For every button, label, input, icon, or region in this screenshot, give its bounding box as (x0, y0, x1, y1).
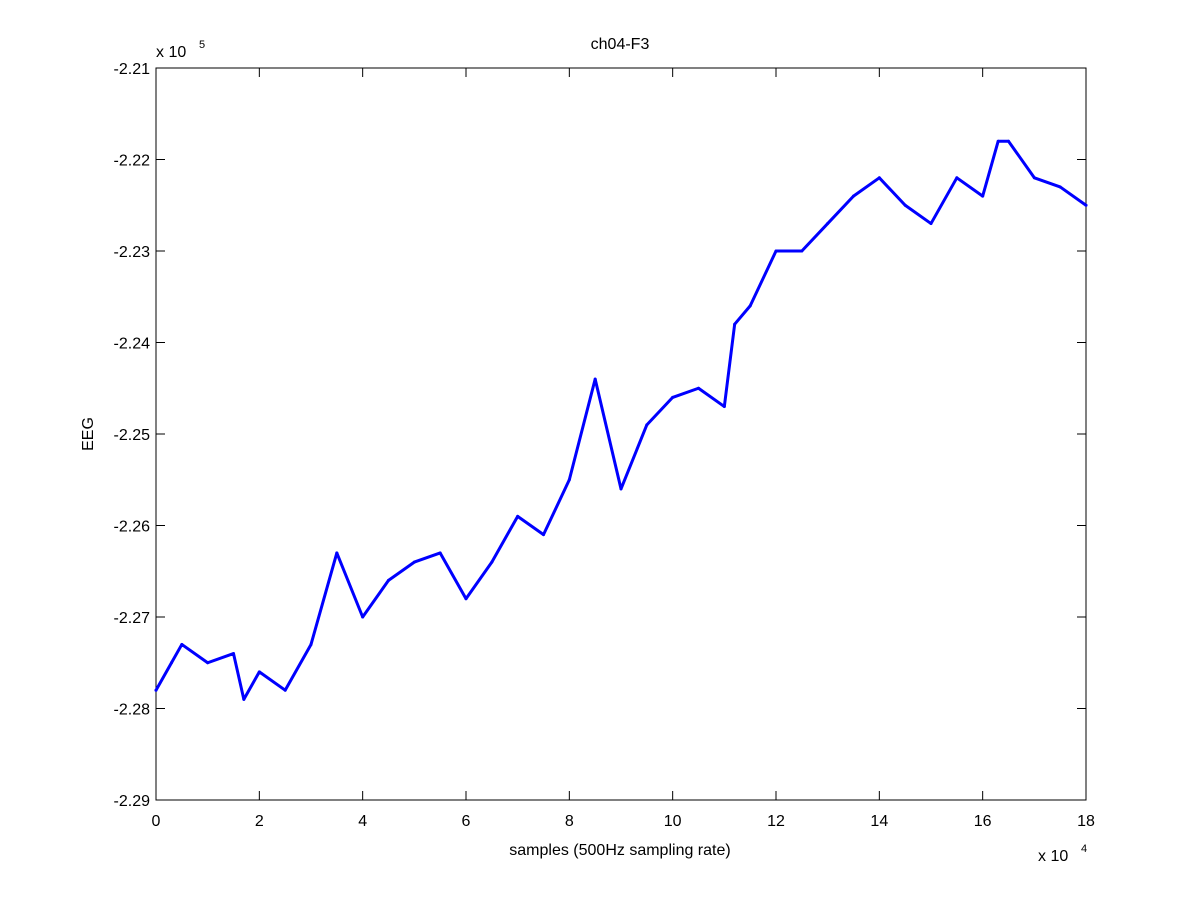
data-point-0-7 (283, 688, 287, 692)
data-point-0-27 (774, 249, 778, 253)
tick-labels-layer: 0 2 4 6 8 10 12 14 16 18 -2.29 -2.28 -2.27 -2.26 -2.25… (114, 61, 1095, 830)
ticks-layer (155, 67, 1087, 801)
data-point-0-31 (877, 176, 881, 180)
x-tick-label: 8 (565, 813, 574, 830)
data-point-0-33 (929, 222, 933, 226)
data-point-0-14 (464, 597, 468, 601)
data-point-0-16 (516, 514, 520, 518)
y-axis-label: EEG (80, 417, 97, 451)
y-tick-label: -2.21 (114, 61, 151, 78)
data-point-0-29 (826, 222, 830, 226)
data-point-0-25 (733, 322, 737, 326)
y-tick-label: -2.28 (114, 702, 151, 719)
data-point-0-12 (412, 560, 416, 564)
x-tick-label: 6 (462, 813, 471, 830)
data-point-0-21 (645, 423, 649, 427)
data-point-0-24 (722, 405, 726, 409)
x-tick-label: 4 (358, 813, 367, 830)
data-point-0-30 (852, 194, 855, 198)
axes-box (155, 67, 1087, 801)
y-tick-label: -2.25 (114, 427, 151, 444)
x-tick-label: 12 (767, 813, 785, 830)
x-tick-label: 14 (870, 813, 888, 830)
data-point-0-6 (257, 670, 261, 674)
data-point-0-32 (903, 203, 907, 207)
y-exponent-base: x 10 (156, 44, 186, 61)
data-point-0-36 (996, 139, 1000, 143)
data-point-0-37 (1007, 139, 1010, 143)
data-point-0-26 (748, 304, 752, 308)
data-point-0-15 (490, 560, 494, 564)
data-point-0-5 (242, 697, 246, 701)
x-tick-label: 10 (664, 813, 682, 830)
x-exponent-base: x 10 (1038, 848, 1068, 865)
data-point-0-19 (593, 377, 597, 381)
y-tick-label: -2.27 (114, 610, 151, 627)
x-exponent-power: 4 (1081, 843, 1087, 855)
data-point-0-2 (180, 642, 184, 646)
data-point-0-35 (981, 194, 985, 198)
data-point-0-28 (800, 249, 804, 253)
x-tick-label: 2 (255, 813, 264, 830)
y-tick-label: -2.23 (114, 244, 151, 261)
y-tick-label: -2.29 (114, 793, 151, 810)
data-point-0-40 (1084, 203, 1088, 207)
data-point-0-34 (955, 176, 959, 180)
y-tick-label: -2.22 (114, 153, 151, 170)
data-point-0-17 (542, 533, 545, 537)
data-point-0-38 (1032, 176, 1036, 180)
data-point-0-23 (697, 386, 700, 390)
data-point-0-9 (335, 551, 339, 555)
series-layer (154, 139, 1088, 701)
y-tick-label: -2.26 (114, 519, 151, 536)
data-point-0-8 (309, 642, 313, 646)
data-point-0-0 (154, 688, 158, 692)
data-point-0-13 (438, 551, 442, 555)
x-axis-label: samples (500Hz sampling rate) (509, 842, 730, 859)
x-exponent-label: x 10 4 (1038, 843, 1087, 865)
data-point-0-20 (619, 487, 623, 491)
data-point-0-22 (671, 395, 675, 399)
data-point-0-3 (206, 661, 210, 665)
x-tick-label: 18 (1077, 813, 1095, 830)
y-tick-label: -2.24 (114, 336, 151, 353)
y-exponent-label: x 10 5 (156, 39, 205, 61)
data-point-0-18 (567, 478, 571, 482)
data-point-0-1 (170, 661, 173, 665)
data-point-0-39 (1058, 185, 1062, 189)
plot-frame (155, 67, 1087, 801)
data-point-0-11 (387, 578, 390, 582)
data-point-0-10 (361, 615, 365, 619)
x-tick-label: 0 (152, 813, 161, 830)
x-tick-label: 16 (974, 813, 992, 830)
chart-title: ch04-F3 (591, 36, 650, 53)
data-point-0-4 (232, 652, 235, 656)
y-exponent-power: 5 (199, 39, 205, 51)
